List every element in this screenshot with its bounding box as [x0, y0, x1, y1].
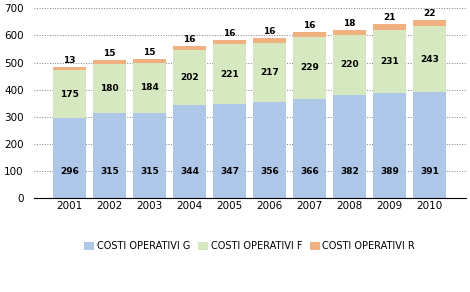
Bar [413, 26, 446, 92]
Bar [133, 63, 166, 113]
Bar [173, 105, 206, 199]
Text: 21: 21 [384, 13, 396, 22]
Text: 231: 231 [380, 57, 399, 66]
Text: 221: 221 [220, 69, 239, 79]
Bar [373, 24, 406, 30]
Text: 296: 296 [60, 167, 79, 176]
Text: 16: 16 [223, 29, 236, 38]
Bar [373, 30, 406, 93]
Text: 13: 13 [63, 56, 76, 65]
Bar [53, 118, 86, 199]
Bar [93, 60, 126, 64]
Text: 229: 229 [300, 63, 319, 72]
Text: 175: 175 [60, 90, 79, 99]
Text: 220: 220 [340, 60, 359, 69]
Bar [173, 46, 206, 50]
Text: 366: 366 [300, 167, 319, 176]
Text: 202: 202 [180, 73, 199, 82]
Bar [173, 50, 206, 105]
Bar [93, 64, 126, 113]
Text: 382: 382 [340, 167, 359, 176]
Text: 16: 16 [304, 21, 316, 30]
Bar [333, 35, 366, 95]
Text: 347: 347 [220, 167, 239, 176]
Bar [53, 70, 86, 118]
Legend: COSTI OPERATIVI G, COSTI OPERATIVI F, COSTI OPERATIVI R: COSTI OPERATIVI G, COSTI OPERATIVI F, CO… [80, 238, 419, 255]
Text: 18: 18 [344, 19, 356, 28]
Text: 184: 184 [140, 83, 159, 92]
Text: 315: 315 [100, 167, 119, 176]
Text: 16: 16 [183, 35, 196, 44]
Bar [293, 99, 326, 199]
Text: 15: 15 [143, 48, 156, 57]
Text: 391: 391 [420, 167, 439, 176]
Bar [413, 92, 446, 199]
Bar [133, 113, 166, 199]
Bar [333, 95, 366, 199]
Bar [213, 40, 246, 44]
Text: 356: 356 [260, 167, 279, 176]
Text: 344: 344 [180, 167, 199, 176]
Text: 15: 15 [103, 49, 116, 58]
Text: 389: 389 [380, 167, 399, 176]
Bar [133, 59, 166, 63]
Bar [333, 30, 366, 35]
Bar [93, 113, 126, 199]
Bar [53, 67, 86, 70]
Text: 315: 315 [140, 167, 159, 176]
Bar [253, 43, 286, 102]
Text: 22: 22 [423, 9, 436, 18]
Text: 16: 16 [263, 27, 276, 36]
Bar [413, 20, 446, 26]
Text: 180: 180 [100, 84, 119, 93]
Text: 217: 217 [260, 68, 279, 77]
Bar [213, 104, 246, 199]
Bar [253, 38, 286, 43]
Bar [373, 93, 406, 199]
Bar [293, 32, 326, 37]
Bar [213, 44, 246, 104]
Text: 243: 243 [420, 55, 439, 64]
Bar [253, 102, 286, 199]
Bar [293, 37, 326, 99]
